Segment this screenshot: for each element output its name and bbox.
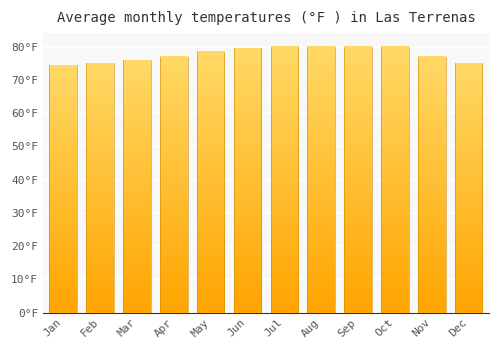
Title: Average monthly temperatures (°F ) in Las Terrenas: Average monthly temperatures (°F ) in La…	[56, 11, 476, 25]
